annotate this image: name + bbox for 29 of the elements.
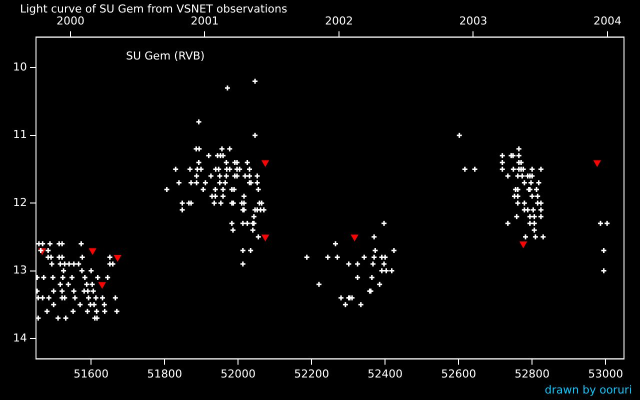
- x-tick-label: 52600: [441, 367, 476, 380]
- annotation: SU Gem (RVB): [126, 50, 205, 63]
- point: [89, 248, 96, 254]
- x2-tick-label: 2004: [593, 14, 622, 28]
- y-tick-label: 12: [12, 196, 27, 209]
- y-tick-label: 10: [12, 60, 27, 74]
- x-tick-label: 52800: [514, 367, 550, 380]
- text: drawn by ooruri: [544, 383, 632, 396]
- y-tick-label: 13: [12, 264, 27, 277]
- point: [114, 254, 121, 261]
- x2-tick-label: 2000: [56, 14, 84, 28]
- chart-title: Light curve of SU Gem from VSNET observations: [20, 2, 288, 16]
- point: [98, 282, 106, 288]
- x-tick-label: 52400: [368, 367, 403, 380]
- x-tick-label: 53000: [588, 367, 624, 380]
- point: [262, 160, 269, 166]
- x2-tick-label: 2002: [324, 14, 353, 28]
- x-tick-label: 52200: [294, 367, 330, 380]
- point: [594, 160, 601, 166]
- y-tick-label: 11: [12, 128, 27, 142]
- x2-tick-label: 2001: [190, 14, 219, 28]
- point: [520, 241, 527, 248]
- x2-tick-label: 2003: [459, 14, 488, 28]
- x-tick-label: 51800: [147, 367, 182, 380]
- x-tick-label: 52000: [220, 367, 256, 380]
- x-tick-label: 51600: [74, 367, 109, 380]
- point: [262, 234, 269, 241]
- y-tick-label: 14: [12, 331, 27, 344]
- point: [351, 234, 358, 241]
